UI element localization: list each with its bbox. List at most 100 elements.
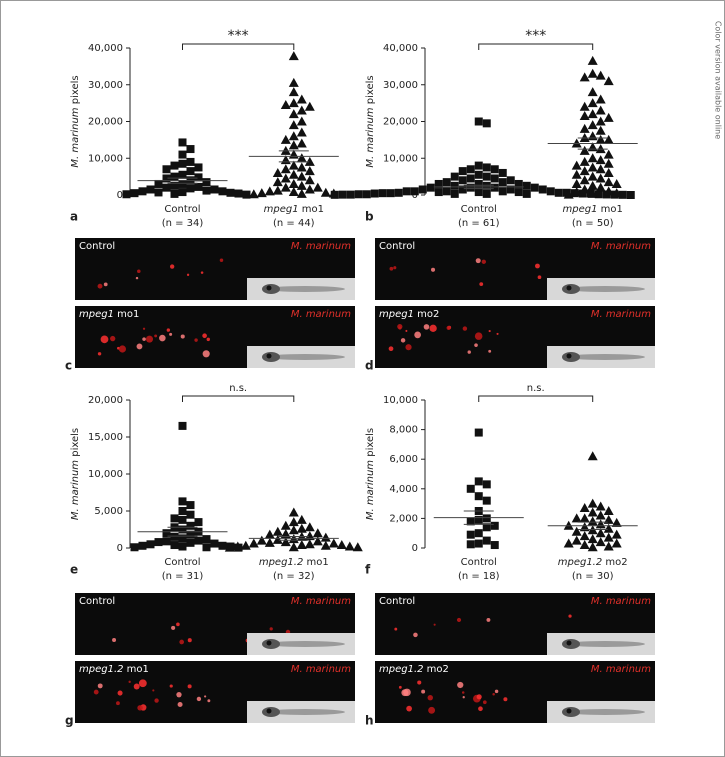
- data-point: [490, 165, 499, 174]
- image-label-part: Control: [379, 596, 415, 607]
- data-point: [304, 184, 315, 194]
- fluorescence-spot: [206, 337, 210, 342]
- data-point: [194, 163, 203, 172]
- data-point: [595, 164, 606, 174]
- fluorescence-spot: [154, 334, 158, 338]
- data-point: [234, 189, 243, 198]
- data-point: [458, 167, 467, 176]
- fluorescence-spot: [202, 350, 210, 358]
- stain-label: M. marinum: [291, 241, 351, 252]
- fluorescence-spot: [204, 695, 207, 698]
- fluorescence-spot: [219, 258, 224, 263]
- data-point: [256, 535, 267, 545]
- data-point: [579, 531, 590, 541]
- data-point: [178, 497, 187, 506]
- data-point: [288, 525, 299, 535]
- data-point: [296, 127, 307, 137]
- y-tick-label: 40,000: [383, 43, 418, 54]
- data-point: [202, 543, 211, 552]
- data-point: [466, 165, 475, 174]
- category-label: Control: [461, 204, 497, 215]
- data-point: [194, 182, 203, 191]
- fluorescence-spot: [186, 273, 190, 276]
- data-point: [178, 170, 187, 179]
- fluorescence-spot: [461, 691, 465, 694]
- data-point: [162, 529, 171, 538]
- n-label: (n = 30): [572, 571, 614, 582]
- fluorescence-spot: [166, 328, 171, 332]
- image-label: Control: [379, 241, 415, 252]
- data-point: [482, 514, 491, 523]
- data-point: [154, 188, 163, 197]
- fluorescence-spot: [467, 350, 471, 354]
- fluorescence-spot: [403, 688, 411, 697]
- y-tick-label: 30,000: [383, 80, 418, 91]
- data-point: [595, 510, 606, 520]
- data-point: [434, 188, 443, 197]
- stain-label: M. marinum: [591, 241, 651, 252]
- larva-body: [565, 709, 645, 715]
- data-point: [162, 183, 171, 192]
- data-point: [498, 168, 507, 177]
- fluorescence-spot: [137, 705, 143, 711]
- data-point: [288, 169, 299, 179]
- data-point: [442, 187, 451, 196]
- image-label-part: mo2: [414, 309, 439, 320]
- data-point: [474, 117, 483, 126]
- n-label: (n = 18): [458, 571, 500, 582]
- fluorescence-spot: [138, 679, 147, 688]
- data-point: [594, 190, 603, 199]
- fluorescence-spot: [503, 697, 508, 702]
- y-tick-label: 40,000: [88, 43, 123, 54]
- fluorescence-spot: [488, 329, 491, 333]
- fluorescence-spot: [171, 625, 176, 630]
- data-point: [256, 188, 267, 198]
- data-point: [272, 534, 283, 544]
- data-point: [162, 174, 171, 183]
- category-label-part: mo1: [597, 204, 622, 215]
- fluorescence-spot: [535, 263, 540, 269]
- data-point: [587, 516, 598, 526]
- data-point: [538, 185, 547, 194]
- data-point: [587, 120, 598, 130]
- data-point: [595, 537, 606, 547]
- panel-letter: g: [65, 714, 74, 728]
- n-label: (n = 34): [162, 218, 204, 229]
- y-axis-label-part: pixels: [70, 428, 81, 460]
- data-point: [210, 185, 219, 194]
- data-point: [490, 174, 499, 183]
- data-point: [280, 520, 291, 530]
- data-point: [571, 187, 582, 197]
- data-point: [288, 160, 299, 170]
- data-point: [162, 537, 171, 546]
- fluorescence-spot: [475, 258, 481, 264]
- category-label-part: mo1: [303, 557, 328, 568]
- data-point: [474, 179, 483, 188]
- data-point: [280, 173, 291, 183]
- data-point: [563, 189, 574, 199]
- data-point: [474, 161, 483, 170]
- fluorescence-spot: [388, 346, 394, 352]
- n-label: (n = 32): [273, 571, 315, 582]
- larva-eye: [566, 640, 572, 646]
- fluorescence-spot: [457, 681, 464, 689]
- data-point: [178, 542, 187, 551]
- data-point: [304, 166, 315, 176]
- data-point: [264, 186, 275, 196]
- data-point: [202, 178, 211, 187]
- fluorescence-spot: [421, 689, 426, 694]
- data-point: [296, 94, 307, 104]
- panel-letter: e: [70, 563, 78, 577]
- data-point: [186, 510, 195, 519]
- y-tick-label: 0: [412, 190, 418, 201]
- data-point: [587, 188, 598, 198]
- data-point: [264, 529, 275, 539]
- fluorescence-spot: [433, 623, 436, 626]
- image-label-part: Control: [379, 241, 415, 252]
- data-point: [587, 109, 598, 119]
- y-tick-label: 10,000: [383, 395, 418, 406]
- data-point: [178, 159, 187, 168]
- data-point: [272, 526, 283, 536]
- fluorescence-spot: [398, 326, 402, 330]
- data-point: [571, 160, 582, 170]
